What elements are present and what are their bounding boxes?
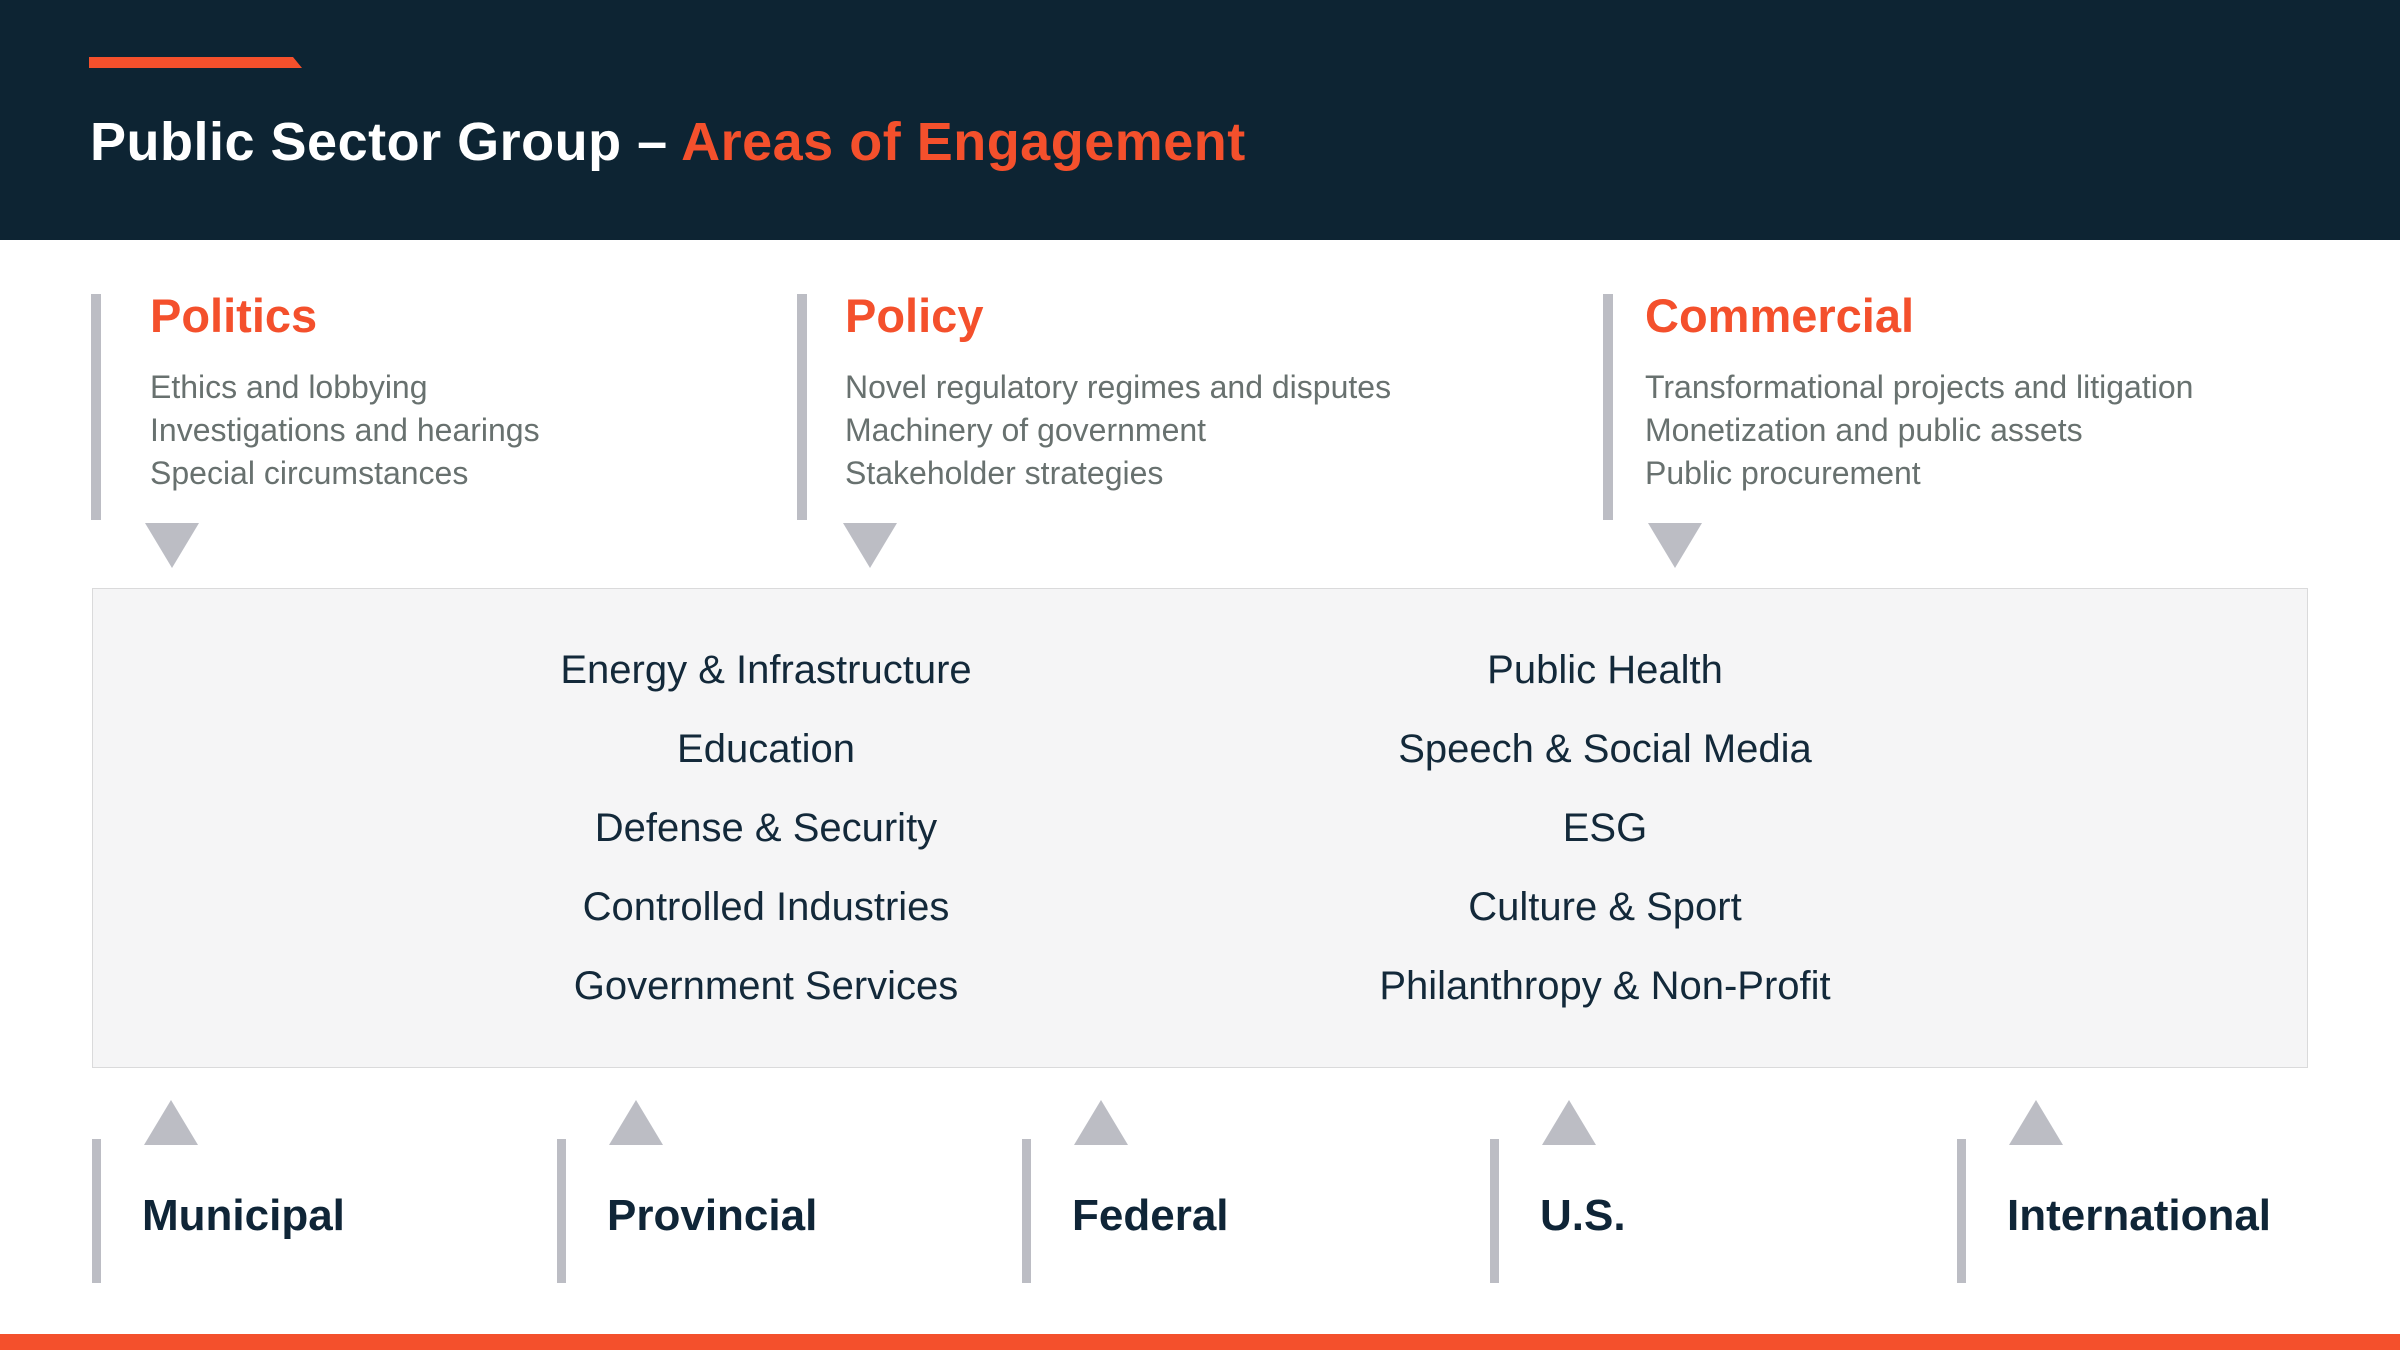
column-item: Special circumstances xyxy=(150,455,469,491)
column-title: Politics xyxy=(150,289,318,342)
title-accent-bar xyxy=(89,57,302,68)
jurisdiction-label: Municipal xyxy=(142,1191,345,1240)
page-title: Public Sector Group – Areas of Engagemen… xyxy=(90,112,1246,172)
practice-area-item: ESG xyxy=(1562,806,1648,850)
practice-area-item: Speech & Social Media xyxy=(1398,727,1812,771)
column-item: Public procurement xyxy=(1645,455,1921,491)
jurisdiction-label: U.S. xyxy=(1540,1191,1626,1240)
column-accent-bar xyxy=(1603,294,1613,520)
practice-areas-left-column: Energy & Infrastructure Education Defens… xyxy=(416,631,1116,1026)
separator-bar xyxy=(1022,1139,1031,1283)
up-arrow-icon xyxy=(1074,1100,1128,1145)
practice-areas-panel: Energy & Infrastructure Education Defens… xyxy=(92,588,2308,1068)
practice-areas-right-column: Public Health Speech & Social Media ESG … xyxy=(1255,631,1955,1026)
column-title: Commercial xyxy=(1645,289,1915,342)
down-arrow-icon xyxy=(145,523,199,568)
jurisdiction-label: Federal xyxy=(1072,1191,1229,1240)
practice-area-item: Philanthropy & Non-Profit xyxy=(1379,964,1831,1008)
down-arrow-icon xyxy=(1648,523,1702,568)
separator-bar xyxy=(92,1139,101,1283)
column-content: Commercial Transformational projects and… xyxy=(1645,292,2363,495)
page-title-accent: Areas of Engagement xyxy=(681,112,1246,172)
separator-bar xyxy=(557,1139,566,1283)
jurisdiction-federal: Federal xyxy=(1022,1100,1482,1285)
column-item: Ethics and lobbying xyxy=(150,369,428,405)
column-item: Investigations and hearings xyxy=(150,412,540,448)
column-item: Novel regulatory regimes and disputes xyxy=(845,369,1392,405)
jurisdiction-label: International xyxy=(2007,1191,2272,1240)
engagement-column-politics: Politics Ethics and lobbying Investigati… xyxy=(91,292,851,582)
jurisdiction-international: International xyxy=(1957,1100,2400,1285)
practice-area-item: Culture & Sport xyxy=(1468,885,1742,929)
practice-area-item: Public Health xyxy=(1487,648,1723,692)
separator-bar xyxy=(1957,1139,1966,1283)
column-title: Policy xyxy=(845,289,984,342)
jurisdiction-provincial: Provincial xyxy=(557,1100,1017,1285)
footer-accent-strip xyxy=(0,1334,2400,1350)
column-item: Monetization and public assets xyxy=(1645,412,2083,448)
column-accent-bar xyxy=(797,294,807,520)
column-content: Politics Ethics and lobbying Investigati… xyxy=(150,292,851,495)
down-arrow-icon xyxy=(843,523,897,568)
engagement-column-policy: Policy Novel regulatory regimes and disp… xyxy=(797,292,1557,582)
jurisdiction-label: Provincial xyxy=(607,1191,818,1240)
column-item: Transformational projects and litigation xyxy=(1645,369,2194,405)
up-arrow-icon xyxy=(1542,1100,1596,1145)
header-band: Public Sector Group – Areas of Engagemen… xyxy=(0,0,2400,240)
practice-area-item: Controlled Industries xyxy=(582,885,950,929)
column-item: Stakeholder strategies xyxy=(845,455,1164,491)
separator-bar xyxy=(1490,1139,1499,1283)
jurisdiction-municipal: Municipal xyxy=(92,1100,552,1285)
practice-area-item: Government Services xyxy=(573,964,959,1008)
up-arrow-icon xyxy=(2009,1100,2063,1145)
practice-area-item: Defense & Security xyxy=(594,806,938,850)
engagement-column-commercial: Commercial Transformational projects and… xyxy=(1603,292,2363,582)
column-item: Machinery of government xyxy=(845,412,1207,448)
column-content: Policy Novel regulatory regimes and disp… xyxy=(845,292,1557,495)
up-arrow-icon xyxy=(144,1100,198,1145)
up-arrow-icon xyxy=(609,1100,663,1145)
page-title-primary: Public Sector Group – xyxy=(90,112,668,172)
jurisdiction-us: U.S. xyxy=(1490,1100,1950,1285)
column-accent-bar xyxy=(91,294,101,520)
practice-area-item: Education xyxy=(677,727,855,771)
practice-area-item: Energy & Infrastructure xyxy=(560,648,972,692)
